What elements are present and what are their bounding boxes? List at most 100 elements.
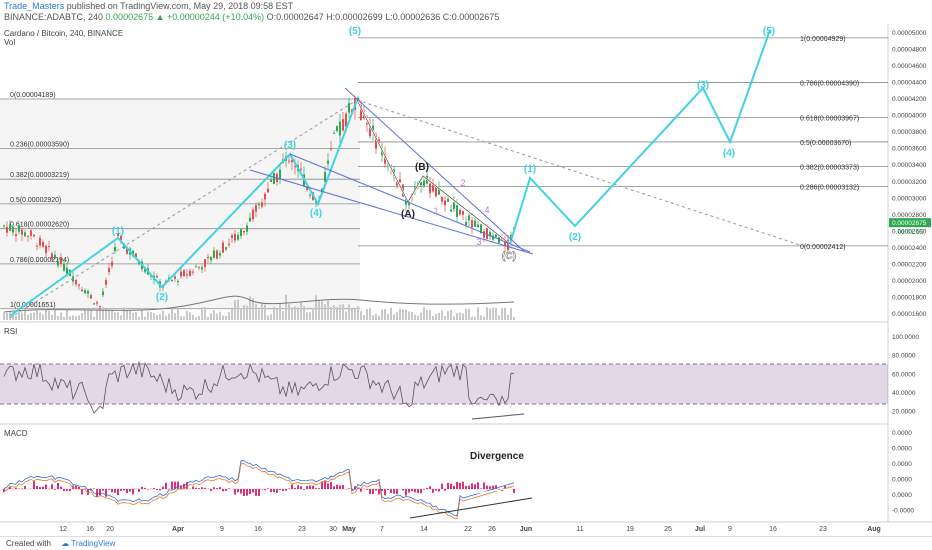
candle-body bbox=[333, 132, 335, 134]
volume-bar bbox=[57, 316, 59, 320]
volume-bar bbox=[144, 316, 146, 320]
volume-bar bbox=[321, 301, 323, 320]
volume-bar bbox=[375, 313, 377, 320]
projection-wave-label: (3) bbox=[697, 80, 709, 91]
volume-bar bbox=[192, 314, 194, 320]
macd-histogram-bar bbox=[123, 489, 125, 491]
volume-bar bbox=[420, 312, 422, 320]
volume-bar bbox=[126, 310, 128, 320]
candle-body bbox=[450, 209, 452, 212]
candle-body bbox=[51, 253, 53, 260]
macd-histogram-bar bbox=[222, 489, 224, 492]
macd-histogram-bar bbox=[246, 489, 248, 496]
tradingview-logo-icon[interactable]: ☁ bbox=[61, 539, 70, 548]
candle-body bbox=[234, 233, 236, 241]
candle-body bbox=[321, 188, 323, 193]
macd-histogram-bar bbox=[213, 487, 215, 489]
rsi-tick-label: 80.0000 bbox=[892, 353, 916, 360]
macd-histogram-bar bbox=[201, 487, 203, 489]
volume-bar bbox=[342, 304, 344, 320]
volume-bar bbox=[510, 308, 512, 320]
candle-body bbox=[453, 202, 455, 209]
volume-bar bbox=[252, 298, 254, 320]
impulse-wave-label: (3) bbox=[284, 140, 296, 151]
volume-bar bbox=[450, 309, 452, 320]
time-tick-label: 9 bbox=[220, 526, 224, 533]
fib-left-label: 0.382(0.00003219) bbox=[10, 172, 69, 179]
candle-body bbox=[348, 103, 350, 113]
candle-body bbox=[81, 289, 83, 292]
volume-bar bbox=[345, 311, 347, 320]
fib-left-label: 0.786(0.00002194) bbox=[10, 257, 69, 264]
volume-bar bbox=[138, 316, 140, 320]
volume-bar bbox=[255, 304, 257, 320]
time-tick-label: 22 bbox=[464, 526, 472, 533]
volume-bar bbox=[447, 310, 449, 320]
macd-histogram-bar bbox=[474, 484, 476, 489]
volume-bar bbox=[417, 315, 419, 320]
macd-histogram-bar bbox=[132, 489, 134, 495]
macd-histogram-bar bbox=[33, 481, 35, 489]
volume-bar bbox=[102, 307, 104, 320]
time-tick-label: 26 bbox=[488, 526, 496, 533]
macd-histogram-bar bbox=[492, 485, 494, 489]
volume-bar bbox=[441, 310, 443, 320]
candle-body bbox=[6, 227, 8, 233]
macd-histogram-bar bbox=[210, 489, 212, 492]
macd-histogram-bar bbox=[414, 489, 416, 493]
candle-body bbox=[120, 235, 122, 240]
macd-histogram-bar bbox=[51, 484, 53, 489]
macd-histogram-bar bbox=[225, 489, 227, 491]
volume-bar bbox=[174, 313, 176, 320]
tradingview-brand[interactable]: TradingView bbox=[71, 539, 116, 548]
macd-histogram-bar bbox=[339, 485, 341, 489]
last-price-label: 0.00002675 bbox=[892, 220, 927, 227]
author-link[interactable]: Trade_Masters bbox=[4, 1, 65, 11]
fib-left-label: 0.236(0.00003590) bbox=[10, 142, 69, 149]
price-tick-label: 0.00002800 bbox=[892, 212, 927, 219]
volume-bar bbox=[30, 312, 32, 320]
candle-body bbox=[432, 182, 434, 192]
volume-bar bbox=[15, 315, 17, 320]
macd-histogram-bar bbox=[384, 489, 386, 496]
macd-histogram-bar bbox=[489, 486, 491, 489]
volume-bar bbox=[66, 308, 68, 320]
chart-canvas[interactable]: 0(0.00004189) 0.236(0.00003590) 0.382(0.00… bbox=[0, 0, 932, 536]
candle-body bbox=[360, 104, 362, 120]
created-with-label: Created with bbox=[6, 539, 51, 548]
volume-bar bbox=[261, 303, 263, 320]
impulse-wave-label: (2) bbox=[156, 292, 168, 303]
macd-histogram-bar bbox=[147, 489, 149, 490]
volume-bar bbox=[357, 306, 359, 320]
volume-bar bbox=[414, 314, 416, 320]
volume-bar bbox=[3, 312, 5, 320]
macd-histogram-bar bbox=[102, 489, 104, 491]
volume-bar bbox=[453, 316, 455, 320]
macd-histogram-bar bbox=[393, 489, 395, 494]
volume-bar bbox=[348, 304, 350, 320]
volume-bar bbox=[474, 316, 476, 320]
candle-body bbox=[207, 256, 209, 259]
volume-bar bbox=[399, 308, 401, 320]
macd-histogram-bar bbox=[378, 489, 380, 495]
macd-histogram-bar bbox=[264, 489, 266, 491]
macd-histogram-bar bbox=[279, 489, 281, 490]
rsi-series-line bbox=[3, 361, 514, 414]
volume-bar bbox=[96, 307, 98, 320]
macd-histogram-bar bbox=[360, 489, 362, 492]
macd-histogram-bar bbox=[390, 489, 392, 493]
volume-bar bbox=[189, 312, 191, 320]
macd-histogram-bar bbox=[495, 485, 497, 489]
macd-histogram-bar bbox=[171, 481, 173, 489]
macd-histogram-bar bbox=[216, 488, 218, 489]
channel-mid-line bbox=[249, 169, 534, 255]
volume-bar bbox=[6, 312, 8, 320]
macd-histogram-bar bbox=[237, 489, 239, 493]
volume-bar bbox=[339, 304, 341, 320]
axes: 0.00005000 0.00004800 0.00004600 0.00004400… bbox=[59, 30, 931, 533]
candle-body bbox=[21, 229, 23, 235]
price-change: 0.00002675 ▲ +0.00000244 (+10.04%) bbox=[105, 12, 265, 22]
volume-bar bbox=[492, 307, 494, 320]
volume-bar bbox=[60, 312, 62, 320]
